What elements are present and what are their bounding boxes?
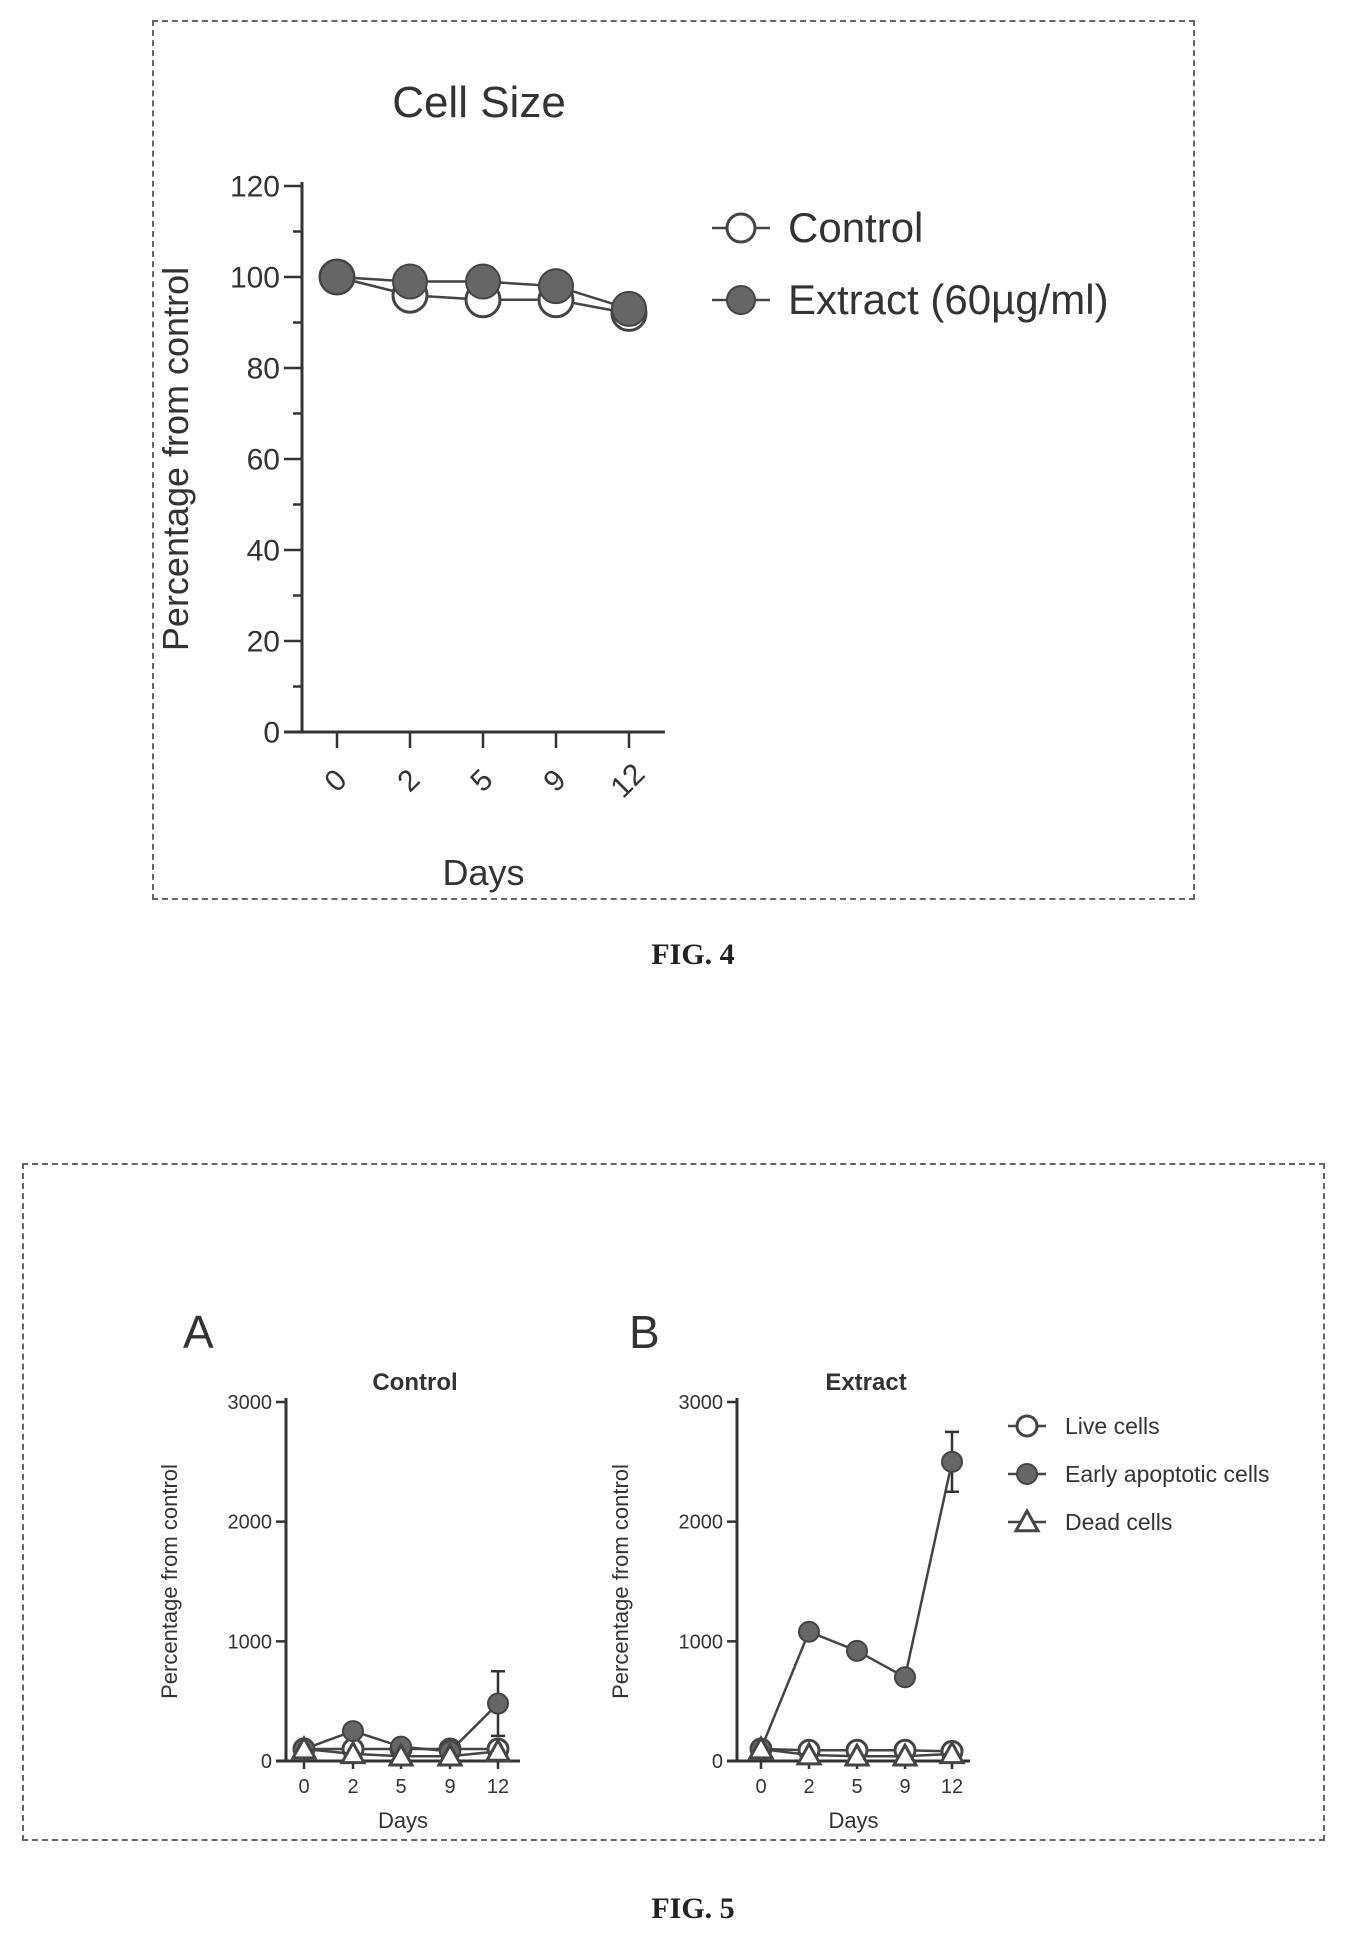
y-tick-label: 2000 — [679, 1512, 724, 1534]
y-tick-label: 0 — [261, 1751, 272, 1773]
data-point — [339, 1739, 367, 1765]
data-point — [938, 1739, 966, 1765]
data-point — [891, 1742, 919, 1767]
fig5-caption: FIG. 5 — [651, 1892, 735, 1925]
y-tick-label: 60 — [247, 444, 280, 477]
data-point — [484, 1737, 512, 1762]
data-point — [611, 290, 647, 327]
y-tick-label: 1000 — [679, 1631, 724, 1653]
legend-label: Dead cells — [1065, 1509, 1172, 1535]
y-axis-label: Percentage from control — [608, 1464, 633, 1699]
chart-title: Extract — [825, 1369, 906, 1396]
x-tick-label: 5 — [395, 1776, 406, 1798]
x-tick-label: 12 — [487, 1776, 509, 1798]
y-tick-label: 120 — [230, 171, 280, 204]
legend-label: Control — [788, 204, 923, 251]
y-tick-label: 2000 — [228, 1512, 273, 1534]
x-tick-label: 5 — [851, 1776, 862, 1798]
y-axis-label: Percentage from control — [155, 267, 196, 651]
panel-letter: A — [183, 1306, 214, 1358]
data-point — [843, 1742, 871, 1767]
data-point — [465, 263, 501, 300]
y-tick-label: 3000 — [228, 1392, 273, 1414]
data-point — [319, 259, 355, 295]
data-point — [941, 1450, 963, 1473]
x-axis-label: Days — [442, 852, 524, 893]
x-tick-label: 2 — [803, 1776, 814, 1798]
data-point — [487, 1692, 509, 1715]
data-point — [290, 1734, 318, 1760]
legend-label: Live cells — [1065, 1413, 1160, 1439]
x-tick-label: 5 — [464, 763, 499, 798]
data-point — [436, 1742, 464, 1767]
x-tick-label: 0 — [298, 1776, 309, 1798]
x-tick-label: 9 — [899, 1776, 910, 1798]
chart-title: Cell Size — [392, 78, 566, 127]
fig5-frame — [22, 1163, 1325, 1841]
data-point — [747, 1734, 775, 1760]
y-axis-label: Percentage from control — [157, 1464, 182, 1699]
data-point — [387, 1742, 415, 1767]
x-tick-label: 12 — [604, 757, 651, 804]
legend-marker — [1015, 1414, 1039, 1438]
x-axis-label: Days — [828, 1808, 878, 1833]
x-tick-label: 9 — [537, 763, 572, 798]
x-tick-label: 0 — [318, 763, 353, 798]
y-tick-label: 40 — [247, 535, 280, 568]
chart-title: Control — [372, 1369, 457, 1396]
data-point — [795, 1740, 823, 1766]
data-point — [846, 1639, 868, 1662]
x-tick-label: 9 — [444, 1776, 455, 1798]
legend-marker — [1013, 1507, 1041, 1533]
y-tick-label: 0 — [263, 717, 280, 750]
legend-marker — [726, 285, 756, 315]
series-line — [759, 1461, 954, 1750]
y-tick-label: 1000 — [228, 1631, 273, 1653]
data-point — [342, 1720, 364, 1743]
y-tick-label: 80 — [247, 353, 280, 386]
fig4-caption: FIG. 4 — [651, 938, 735, 971]
x-tick-label: 2 — [391, 763, 426, 798]
data-point — [392, 263, 428, 300]
legend-label: Early apoptotic cells — [1065, 1461, 1270, 1487]
y-tick-label: 100 — [230, 262, 280, 295]
x-tick-label: 12 — [941, 1776, 963, 1798]
y-tick-label: 20 — [247, 626, 280, 659]
x-tick-label: 2 — [347, 1776, 358, 1798]
fig4-frame — [152, 20, 1195, 900]
x-axis-label: Days — [378, 1808, 428, 1833]
data-point — [798, 1620, 820, 1643]
data-point — [894, 1666, 916, 1689]
y-tick-label: 3000 — [679, 1392, 724, 1414]
data-point — [538, 268, 574, 305]
panel-letter: B — [629, 1306, 660, 1358]
legend-marker — [1016, 1463, 1038, 1485]
legend-marker — [725, 212, 757, 244]
legend-label: Extract (60µg/ml) — [788, 276, 1109, 323]
y-tick-label: 0 — [712, 1751, 723, 1773]
x-tick-label: 0 — [755, 1776, 766, 1798]
